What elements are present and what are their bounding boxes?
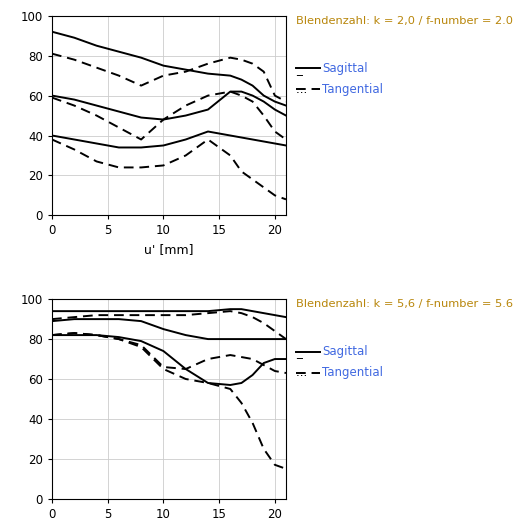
Text: _: _ — [296, 62, 306, 75]
Text: Tangential: Tangential — [322, 366, 383, 379]
Text: Blendenzahl: k = 5,6 / f-number = 5.6: Blendenzahl: k = 5,6 / f-number = 5.6 — [296, 299, 513, 309]
Text: Blendenzahl: k = 2,0 / f-number = 2.0: Blendenzahl: k = 2,0 / f-number = 2.0 — [296, 16, 513, 26]
Text: Sagittal: Sagittal — [322, 345, 368, 358]
Text: _: _ — [296, 345, 306, 358]
X-axis label: u' [mm]: u' [mm] — [144, 243, 194, 256]
Text: Sagittal: Sagittal — [322, 62, 368, 75]
Text: ...: ... — [296, 83, 311, 96]
Text: Tangential: Tangential — [322, 83, 383, 96]
Text: ...: ... — [296, 366, 311, 379]
